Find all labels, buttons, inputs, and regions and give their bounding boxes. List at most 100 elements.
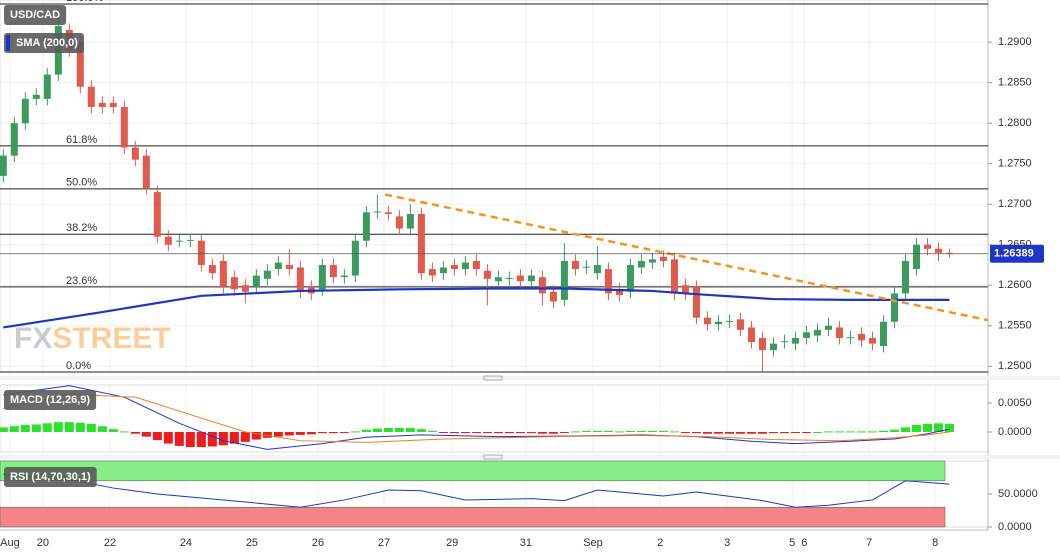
histogram-bar [867, 431, 877, 433]
panel-handle [483, 454, 503, 460]
histogram-bar [284, 431, 294, 436]
histogram-bar [614, 431, 624, 433]
y-tick-label: 1.2600 [998, 279, 1032, 291]
legend-bg [4, 390, 97, 410]
candle-body [846, 337, 854, 339]
histogram-bar [735, 431, 745, 434]
histogram-bar [0, 427, 8, 432]
y-tick-label: 1.2800 [998, 117, 1032, 129]
histogram-bar [504, 431, 514, 434]
candle-body [43, 74, 51, 99]
candle-body [120, 106, 128, 148]
candle-body [263, 270, 271, 279]
candle-body [725, 320, 733, 322]
histogram-bar [911, 425, 921, 432]
candle-body [109, 102, 117, 107]
histogram-bar [845, 431, 855, 433]
histogram-bar [317, 431, 327, 434]
histogram-bar [119, 431, 129, 433]
candle-body [417, 213, 425, 274]
legend-box: MACD (12,26,9) [4, 390, 97, 410]
histogram-bar [86, 423, 96, 432]
candle-body [758, 337, 766, 351]
candle-body [505, 277, 513, 279]
histogram-bar [273, 431, 283, 437]
candle-body [648, 259, 656, 263]
histogram-bar [647, 430, 657, 432]
histogram-bar [669, 431, 679, 433]
histogram-bar [383, 427, 393, 432]
candle-body [208, 265, 216, 274]
candle-body [659, 256, 667, 261]
panel-handle [483, 375, 503, 381]
histogram-bar [471, 431, 481, 434]
x-tick-label: 8 [932, 537, 938, 549]
candle-body [175, 240, 183, 242]
histogram-bar [20, 425, 30, 432]
y-tick-label: 50.0000 [998, 488, 1038, 500]
x-tick-label: 26 [312, 537, 324, 549]
fib-label: 100.0% [66, 0, 104, 4]
legend-box: RSI (14,70,30,1) [4, 467, 97, 487]
histogram-bar [724, 431, 734, 434]
x-tick-label: 20 [37, 537, 49, 549]
trend-line [384, 193, 989, 322]
histogram-bar [878, 430, 888, 432]
histogram-bar [900, 427, 910, 432]
candle-body [461, 262, 469, 270]
panel-divider [0, 455, 1060, 459]
histogram-bar [152, 431, 162, 441]
histogram-bar [746, 431, 756, 434]
candle-body [923, 244, 931, 249]
candle-body [351, 240, 359, 276]
candle-body [219, 260, 227, 287]
histogram-bar [405, 427, 415, 432]
candle-body [10, 123, 18, 156]
x-tick-label: 3 [724, 537, 730, 549]
histogram-bar [944, 423, 954, 432]
histogram-bar [636, 430, 646, 432]
candle-body [890, 293, 898, 322]
candle-body [153, 192, 161, 237]
candle-body [406, 213, 414, 229]
candle-body [736, 319, 744, 330]
histogram-bar [53, 422, 63, 432]
histogram-bar [174, 431, 184, 446]
histogram-bar [75, 422, 85, 432]
legend-text: RSI (14,70,30,1) [10, 471, 91, 483]
candle-body [186, 239, 194, 241]
histogram-bar [141, 431, 151, 437]
candle-body [791, 337, 799, 344]
candle-body [912, 244, 920, 270]
histogram-bar [889, 429, 899, 432]
histogram-bar [812, 431, 822, 433]
candle-body [747, 327, 755, 343]
legend-box: SMA (200,0) [4, 33, 84, 53]
legend-box: USD/CAD [4, 5, 67, 25]
histogram-bar [933, 423, 943, 432]
candle-body [395, 216, 403, 229]
histogram-bar [240, 431, 250, 442]
histogram-bar [31, 424, 41, 432]
candle-body [494, 277, 502, 282]
y-tick-label: 1.2500 [998, 360, 1032, 372]
candle-body [516, 275, 524, 282]
watermark-part: STREET [52, 322, 170, 355]
y-tick-label: 1.2850 [998, 77, 1032, 89]
histogram-bar [372, 428, 382, 432]
histogram-bar [680, 431, 690, 433]
candle-body [769, 343, 777, 351]
histogram-bar [658, 430, 668, 432]
y-tick-label: 1.2750 [998, 158, 1032, 170]
histogram-bar [295, 431, 305, 435]
histogram-bar [768, 431, 778, 434]
histogram-bar [196, 431, 206, 448]
histogram-bar [350, 431, 360, 433]
histogram-bar [548, 431, 558, 434]
candle-body [670, 259, 678, 294]
candle-body [362, 212, 370, 241]
histogram-bar [9, 426, 19, 432]
histogram-bar [207, 431, 217, 447]
histogram-bar [394, 427, 404, 432]
candle-body [472, 260, 480, 270]
